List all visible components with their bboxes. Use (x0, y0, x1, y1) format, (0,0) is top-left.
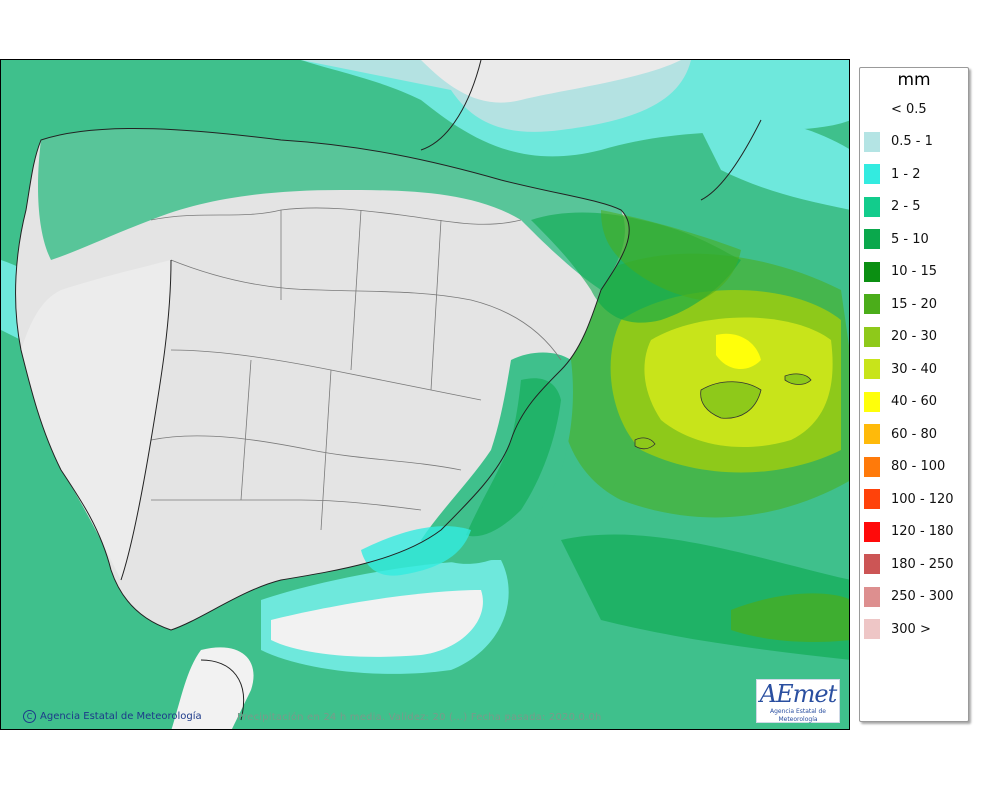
legend-swatch (864, 196, 880, 217)
legend-label: 250 - 300 (891, 589, 954, 604)
portugal-land (21, 260, 171, 580)
legend-label: 10 - 15 (891, 264, 938, 279)
legend-swatch (864, 554, 880, 574)
region-borders (150, 207, 562, 531)
legend-swatch (864, 326, 880, 347)
legend-label: 120 - 180 (891, 524, 954, 539)
aemet-logo-wordmark: AEmet (759, 680, 837, 708)
menorca-island (784, 373, 812, 385)
legend-swatch (864, 261, 880, 282)
legend-swatch (864, 99, 880, 119)
legend-label: 1 - 2 (891, 166, 921, 182)
map-caption: Precipitación en 24 h media. Validez: 20… (237, 712, 602, 723)
legend-item: 2 - 5 (864, 196, 968, 218)
legend-item: 120 - 180 (864, 521, 968, 543)
legend-item: < 0.5 (864, 98, 968, 120)
legend-swatch (864, 294, 880, 314)
aemet-logo: AEmet Agencia Estatal de Meteorología (756, 679, 840, 723)
copyright-notice: C Agencia Estatal de Meteorología (23, 710, 202, 723)
iberian-peninsula (15, 128, 630, 630)
copyright-icon: C (23, 710, 36, 723)
legend-item: 180 - 250 (864, 553, 968, 575)
mallorca-island (700, 381, 762, 419)
legend-label: 60 - 80 (891, 426, 938, 442)
legend-label: 80 - 100 (891, 459, 946, 474)
legend-label: 300 > (891, 621, 931, 637)
legend-label: 20 - 30 (891, 329, 938, 344)
legend-item: 250 - 300 (864, 586, 968, 608)
france-land (421, 60, 681, 103)
precipitation-legend: mm < 0.5 0.5 - 1 1 - 2 2 - 5 5 - 10 10 - 15 15… (859, 67, 969, 722)
north-africa-land (271, 590, 483, 657)
legend-item: 5 - 10 (864, 228, 968, 250)
legend-label: < 0.5 (891, 101, 927, 117)
legend-label: 5 - 10 (891, 231, 929, 247)
legend-label: 0.5 - 1 (891, 134, 933, 149)
legend-item: 1 - 2 (864, 163, 968, 185)
legend-swatch (864, 619, 880, 639)
legend-item: 30 - 40 (864, 358, 968, 380)
legend-item: 10 - 15 (864, 261, 968, 283)
legend-swatch (864, 456, 880, 477)
legend-swatch (864, 164, 880, 184)
legend-label: 15 - 20 (891, 296, 938, 312)
legend-title: mm (897, 70, 931, 90)
legend-label: 100 - 120 (891, 491, 954, 507)
legend-item: 40 - 60 (864, 391, 968, 413)
precipitation-map: C Agencia Estatal de Meteorología Precip… (0, 59, 850, 730)
legend-swatch (864, 359, 880, 379)
legend-swatch (864, 424, 880, 444)
legend-item: 60 - 80 (864, 423, 968, 445)
legend-swatch (864, 391, 880, 412)
legend-item: 100 - 120 (864, 488, 968, 510)
map-canvas (1, 60, 849, 729)
legend-swatch (864, 229, 880, 249)
legend-item: 80 - 100 (864, 456, 968, 478)
aemet-logo-subtext: Agencia Estatal de Meteorología (769, 708, 826, 723)
legend-swatch (864, 489, 880, 509)
legend-item: 300 > (864, 618, 968, 640)
legend-item: 20 - 30 (864, 326, 968, 348)
legend-label: 180 - 250 (891, 556, 954, 572)
legend-swatch (864, 521, 880, 542)
legend-swatch (864, 586, 880, 607)
copyright-text: Agencia Estatal de Meteorología (40, 711, 202, 722)
legend-item: 0.5 - 1 (864, 131, 968, 153)
ibiza-island (634, 437, 656, 450)
country-borders (15, 60, 762, 721)
legend-label: 30 - 40 (891, 361, 938, 377)
legend-label: 40 - 60 (891, 394, 938, 409)
legend-swatch (864, 131, 880, 152)
legend-item: 15 - 20 (864, 293, 968, 315)
legend-label: 2 - 5 (891, 199, 921, 214)
